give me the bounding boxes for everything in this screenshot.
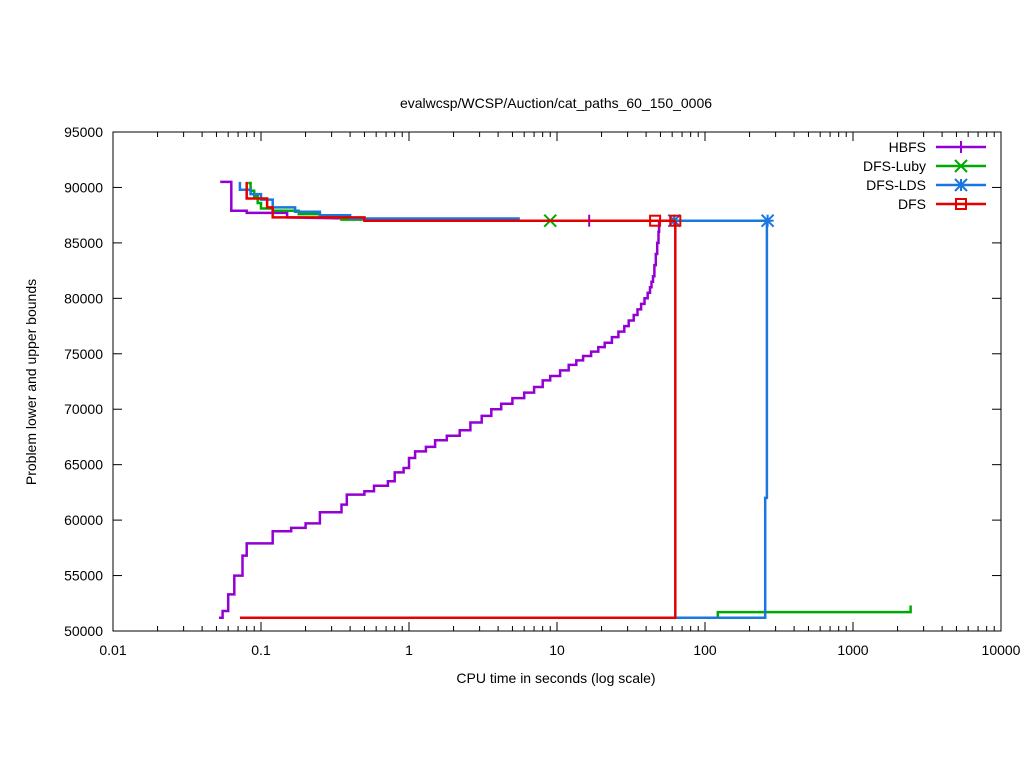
legend-marker [954,159,968,173]
x-tick-label: 10 [549,642,565,658]
y-tick-label: 55000 [64,568,103,584]
legend-label: HBFS [889,139,926,155]
series-line-lower [219,220,661,619]
legend: HBFS DFS-Luby DFS-LDS DFS [863,139,986,212]
x-tick-label: 1000 [837,642,868,658]
series-line-upper [238,181,768,222]
y-tick-label: 95000 [64,124,103,140]
y-tick-label: 50000 [64,623,103,639]
chart-title: evalwcsp/WCSP/Auction/cat_paths_60_150_0… [400,95,712,111]
series-line-lower [239,220,677,619]
legend-marker [955,141,967,153]
y-tick-label: 65000 [64,457,103,473]
data-point [669,214,682,227]
data-point [649,214,662,227]
y-tick-label: 80000 [64,290,103,306]
x-tick-label: 1 [405,642,413,658]
data-point [760,214,775,228]
y-tick-label: 70000 [64,401,103,417]
axis-ticks [112,131,1002,632]
series-line-lower [716,605,912,618]
legend-marker [954,178,968,192]
series-line-upper [245,181,676,222]
series-layer [219,180,912,619]
y-tick-label: 90000 [64,179,103,195]
y-tick-label: 85000 [64,235,103,251]
plot-frame [112,131,1002,632]
x-tick-label: 0.1 [251,642,271,658]
legend-label: DFS-LDS [866,177,926,193]
x-tick-label: 0.01 [99,642,126,658]
x-tick-label: 100 [693,642,717,658]
y-tick-label: 75000 [64,346,103,362]
series-dfs [239,181,682,619]
x-axis-title: CPU time in seconds (log scale) [456,670,655,686]
legend-label: DFS [898,196,926,212]
legend-label: DFS-Luby [863,158,926,174]
series-line-lower [667,220,769,619]
legend-marker [955,198,967,210]
y-tick-label: 60000 [64,512,103,528]
tick-labels: 50000 55000 60000 65000 70000 75000 80000 85000… [64,124,1021,658]
y-axis-title: Problem lower and upper bounds [23,279,39,485]
x-tick-label: 10000 [982,642,1021,658]
